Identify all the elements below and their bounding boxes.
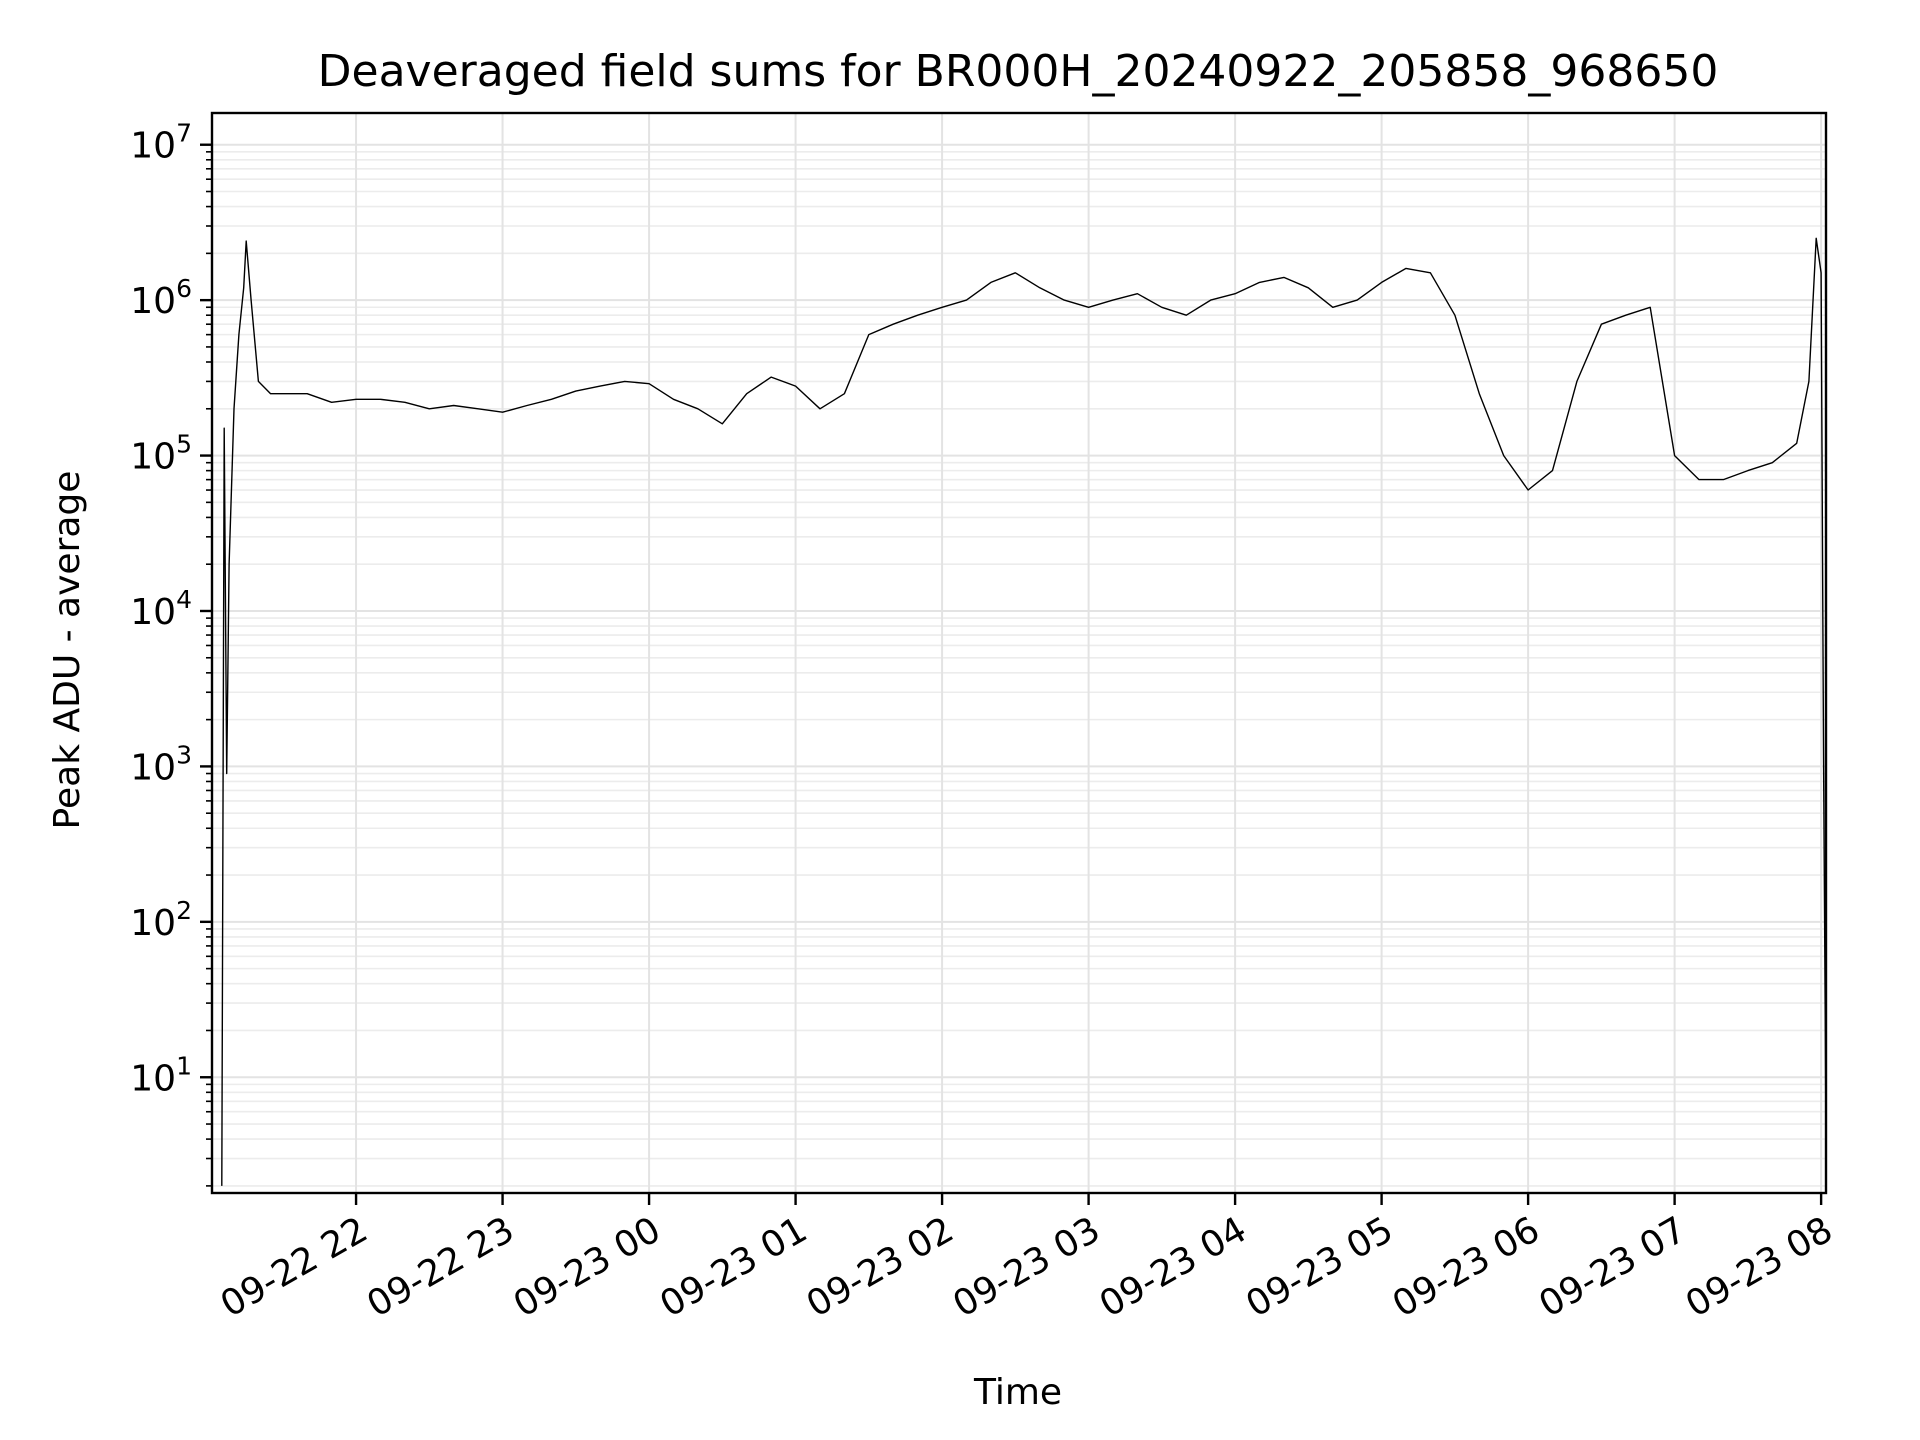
chart-title: Deaveraged field sums for BR000H_2024092… [318, 46, 1719, 97]
series-layer [221, 237, 1827, 1186]
x-axis-label: Time [973, 1372, 1062, 1413]
y-tick-label: 104 [130, 585, 192, 633]
y-tick-label: 106 [130, 274, 192, 322]
y-tick-label: 105 [130, 430, 192, 478]
series-line [221, 237, 1827, 1186]
y-tick-label: 102 [130, 896, 192, 944]
y-axis-label: Peak ADU - average [47, 471, 88, 830]
y-tick-label: 107 [130, 119, 192, 167]
grid [212, 113, 1826, 1193]
plot-frame [210, 111, 1828, 1195]
y-tick-label: 103 [130, 740, 192, 788]
y-tick-label: 101 [130, 1051, 192, 1099]
